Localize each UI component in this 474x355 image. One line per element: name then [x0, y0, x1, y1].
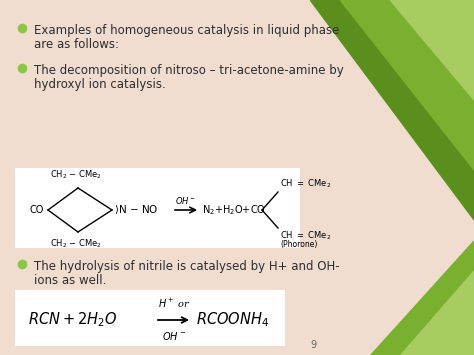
Text: hydroxyl ion catalysis.: hydroxyl ion catalysis.: [34, 78, 166, 91]
Text: CH $=$ CMe$_2$: CH $=$ CMe$_2$: [280, 230, 331, 242]
Text: 9: 9: [310, 340, 316, 350]
FancyBboxPatch shape: [15, 168, 300, 248]
Text: CH$_2$ $-$ CMe$_2$: CH$_2$ $-$ CMe$_2$: [50, 238, 102, 251]
Text: are as follows:: are as follows:: [34, 38, 119, 51]
Text: $RCN + 2H_2O$: $RCN + 2H_2O$: [28, 311, 118, 329]
Text: The hydrolysis of nitrile is catalysed by H+ and OH-: The hydrolysis of nitrile is catalysed b…: [34, 260, 340, 273]
Text: $OH^-$: $OH^-$: [175, 195, 197, 206]
Text: The decomposition of nitroso – tri-acetone-amine by: The decomposition of nitroso – tri-aceto…: [34, 64, 344, 77]
Text: (Phorone): (Phorone): [280, 240, 318, 249]
Text: CH $=$ CMe$_2$: CH $=$ CMe$_2$: [280, 178, 331, 190]
Text: CH$_2$ $-$ CMe$_2$: CH$_2$ $-$ CMe$_2$: [50, 169, 102, 181]
FancyBboxPatch shape: [15, 290, 285, 346]
Text: N$_2$+H$_2$O+CO: N$_2$+H$_2$O+CO: [202, 203, 266, 217]
Polygon shape: [390, 0, 474, 100]
Text: $\rangle$N $-$ NO: $\rangle$N $-$ NO: [114, 203, 158, 217]
Polygon shape: [400, 270, 474, 355]
Text: Examples of homogeneous catalysis in liquid phase: Examples of homogeneous catalysis in liq…: [34, 24, 339, 37]
Text: $OH^-$: $OH^-$: [162, 330, 186, 342]
Text: $RCOONH_4$: $RCOONH_4$: [196, 311, 269, 329]
Polygon shape: [310, 0, 474, 220]
Text: ions as well.: ions as well.: [34, 274, 106, 287]
Polygon shape: [370, 240, 474, 355]
Text: $H^+$ or: $H^+$ or: [157, 297, 191, 310]
Text: CO: CO: [29, 205, 44, 215]
Polygon shape: [340, 0, 474, 170]
